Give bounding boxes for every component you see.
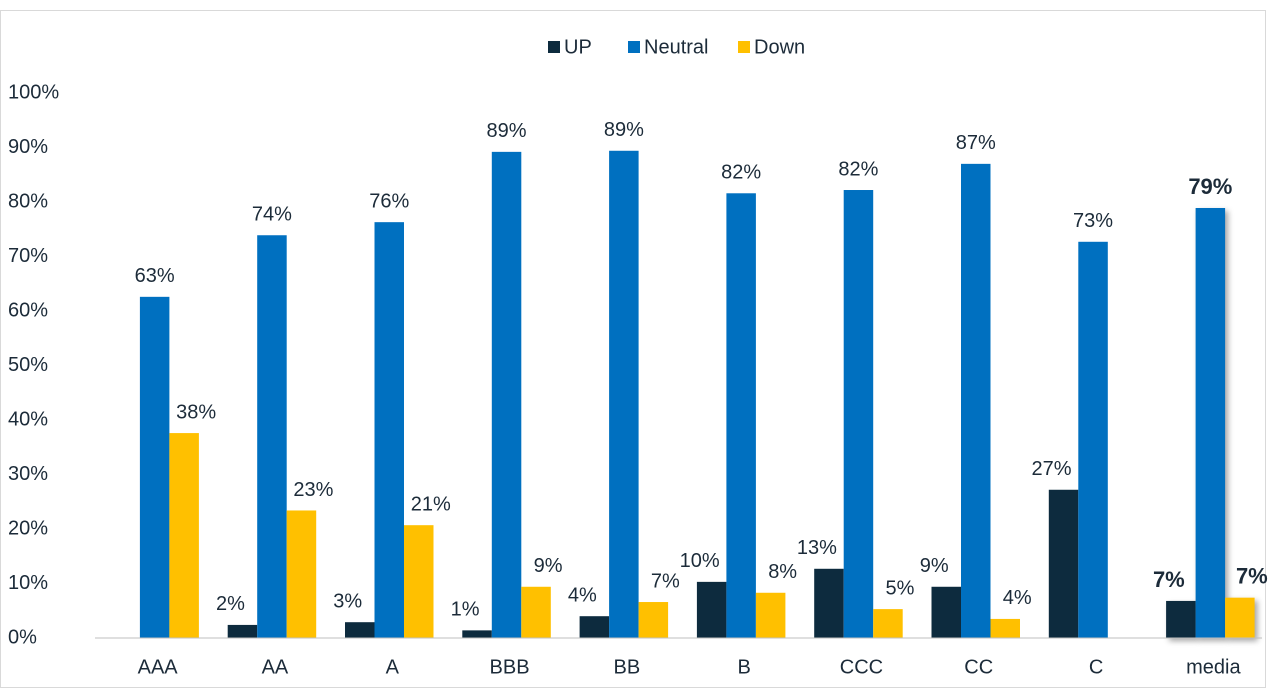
x-tick-label: AA — [262, 656, 289, 678]
bar — [404, 525, 434, 638]
data-label: 76% — [369, 190, 409, 212]
bar — [1048, 489, 1079, 638]
data-label: 7% — [651, 570, 680, 592]
data-label: 9% — [534, 555, 563, 577]
bar — [169, 433, 199, 638]
data-label: 8% — [768, 561, 797, 583]
data-label: 5% — [885, 577, 914, 599]
x-tick-label: BBB — [490, 656, 530, 678]
y-tick-label: 0% — [8, 626, 37, 648]
data-label: 21% — [411, 493, 451, 515]
bar — [931, 586, 961, 638]
bar — [726, 193, 756, 638]
bar — [521, 586, 551, 638]
y-tick-label: 50% — [8, 354, 48, 376]
x-tick-label: C — [1089, 656, 1103, 678]
legend-label: Down — [754, 36, 805, 58]
x-tick-label: CCC — [840, 656, 883, 678]
bar — [609, 150, 639, 638]
data-label: 82% — [721, 162, 761, 184]
data-label: 4% — [1003, 587, 1032, 609]
data-label: 27% — [1032, 458, 1072, 480]
y-tick-label: 10% — [8, 572, 48, 594]
bar — [638, 602, 669, 638]
bar — [491, 151, 522, 639]
bar — [696, 581, 727, 638]
bar — [1225, 597, 1255, 638]
y-tick-label: 100% — [8, 81, 59, 103]
x-tick-label: BB — [614, 656, 641, 678]
y-tick-label: 30% — [8, 463, 48, 485]
data-label: 7% — [1153, 567, 1185, 592]
bar — [1078, 241, 1108, 638]
data-label: 63% — [135, 265, 175, 287]
bar — [257, 235, 287, 638]
legend-label: Neutral — [644, 36, 708, 58]
bar — [579, 616, 610, 638]
bar — [755, 592, 786, 638]
x-tick-label: AAA — [138, 656, 179, 678]
bar — [873, 609, 903, 638]
legend-swatch — [628, 41, 640, 53]
data-label: 74% — [252, 204, 292, 226]
data-label: 82% — [838, 158, 878, 180]
bar — [462, 630, 492, 638]
data-label: 23% — [293, 479, 333, 501]
bar — [286, 510, 317, 638]
bar — [227, 624, 258, 638]
data-label: 3% — [333, 590, 362, 612]
bar — [843, 190, 874, 638]
bar — [345, 622, 375, 638]
x-tick-label: B — [737, 656, 750, 678]
x-tick-label: A — [386, 656, 400, 678]
y-tick-label: 70% — [8, 245, 48, 267]
legend-label: UP — [564, 36, 592, 58]
bar — [1195, 207, 1226, 638]
data-label: 2% — [216, 593, 245, 615]
data-label: 13% — [797, 537, 837, 559]
bar — [374, 222, 404, 639]
bar — [814, 568, 844, 638]
data-label: 73% — [1073, 210, 1113, 232]
data-label: 38% — [176, 401, 216, 423]
y-tick-label: 20% — [8, 517, 48, 539]
y-tick-label: 60% — [8, 299, 48, 321]
y-tick-label: 80% — [8, 190, 48, 212]
bar — [961, 163, 991, 638]
data-label: 89% — [487, 120, 527, 142]
data-label: 87% — [956, 132, 996, 154]
data-label: 9% — [920, 555, 949, 577]
legend-swatch — [738, 41, 750, 53]
legend-swatch — [548, 41, 560, 53]
bar — [139, 296, 170, 638]
data-label: 10% — [680, 550, 720, 572]
data-label: 79% — [1188, 174, 1232, 199]
x-tick-label: CC — [964, 656, 993, 678]
bar — [1166, 600, 1196, 638]
data-label: 7% — [1236, 563, 1268, 588]
bar — [990, 618, 1020, 638]
data-label: 4% — [568, 584, 597, 606]
x-tick-label: media — [1186, 656, 1241, 678]
data-label: 1% — [451, 599, 480, 621]
y-tick-label: 40% — [8, 408, 48, 430]
data-label: 89% — [604, 119, 644, 141]
y-tick-label: 90% — [8, 136, 48, 158]
